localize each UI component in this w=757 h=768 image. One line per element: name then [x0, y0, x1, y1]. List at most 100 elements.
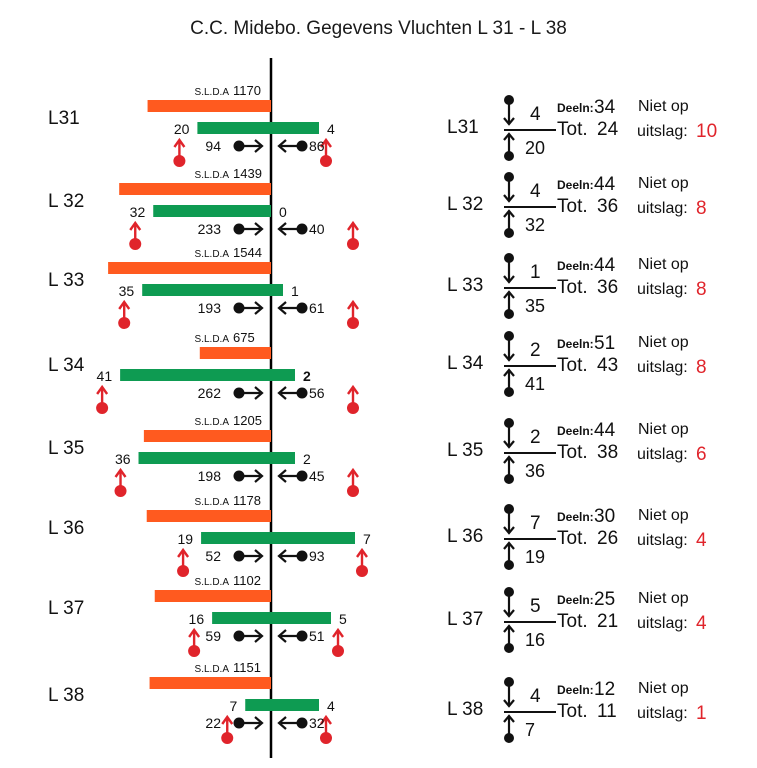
pin-left-ball — [118, 317, 131, 329]
arrow-right-head — [254, 629, 264, 643]
green-left-value: 41 — [97, 368, 113, 384]
slda-label: S.L.D.A — [195, 170, 230, 181]
down-arrow-head — [503, 353, 515, 362]
niet-op-label: Niet op — [638, 680, 689, 697]
page-title: C.C. Midebo. Gegevens Vluchten L 31 - L … — [190, 18, 567, 39]
table-label: L 35 — [447, 440, 483, 461]
green-left-value: 7 — [229, 698, 237, 714]
arrow-right-head — [254, 716, 264, 730]
slda-label: S.L.D.A — [195, 417, 230, 428]
pin-left-ball — [96, 402, 109, 414]
green-right-value: 5 — [339, 611, 347, 627]
arrow-right-value: 40 — [309, 221, 325, 237]
green-left-value: 19 — [178, 531, 194, 547]
arrow-left-head — [277, 716, 287, 730]
up-arrow-head — [503, 541, 515, 550]
arrow-left-head — [277, 549, 287, 563]
arrow-left-head — [277, 469, 287, 483]
up-arrow-head — [503, 209, 515, 218]
arrow-left-value: 22 — [205, 715, 221, 731]
category-label: L 32 — [48, 191, 84, 212]
pin-right-head — [356, 547, 368, 558]
pin-left-head — [129, 220, 142, 231]
pin-left-ball — [114, 485, 127, 497]
arrow-right-head — [254, 549, 264, 563]
pin-right-ball — [320, 732, 332, 744]
table-label: L 36 — [447, 526, 483, 547]
green-bar — [120, 369, 296, 381]
slda-bar — [119, 183, 271, 195]
deeln-value: 44 — [594, 174, 616, 195]
niet-op-label: Niet op — [638, 507, 689, 524]
uitslag-label: uitslag: — [637, 359, 688, 376]
niet-op-value: 8 — [696, 198, 707, 219]
down-arrow-head — [503, 275, 515, 284]
down-arrow-head — [503, 440, 515, 449]
tot-value: 21 — [597, 611, 618, 632]
niet-op-label: Niet op — [638, 421, 689, 438]
tot-value: 24 — [597, 119, 619, 140]
tot-label: Tot. — [557, 277, 588, 298]
tot-value: 26 — [597, 528, 618, 549]
uitslag-label: uitslag: — [637, 446, 688, 463]
niet-op-label: Niet op — [638, 256, 689, 273]
slda-label: S.L.D.A — [195, 497, 230, 508]
arrow-right-head — [254, 301, 264, 315]
niet-op-value: 8 — [696, 279, 707, 300]
arrow-left-head — [277, 139, 287, 153]
tot-value: 36 — [597, 277, 618, 298]
pin-left-ball — [221, 732, 234, 744]
category-label: L 36 — [48, 518, 84, 539]
category-label: L 35 — [48, 438, 84, 459]
pin-right-ball — [347, 317, 359, 329]
green-bar — [197, 122, 319, 134]
down-arrow-head — [503, 194, 515, 203]
arrow-right-head — [254, 469, 264, 483]
slda-bar — [199, 347, 271, 359]
slda-label: S.L.D.A — [195, 334, 230, 345]
table-up-value: 2 — [530, 427, 541, 448]
niet-op-label: Niet op — [638, 590, 689, 607]
arrow-left-head — [277, 629, 287, 643]
arrow-right-value: 56 — [309, 385, 325, 401]
deeln-value: 12 — [594, 679, 615, 700]
slda-value: 1205 — [233, 413, 262, 428]
slda-value: 1439 — [233, 166, 262, 181]
uitslag-label: uitslag: — [637, 705, 688, 722]
pin-right-head — [320, 137, 332, 148]
deeln-label: Deeln: — [557, 337, 594, 351]
slda-value: 1178 — [233, 493, 261, 508]
green-right-value: 2 — [303, 368, 311, 384]
table-down-value: 36 — [525, 461, 545, 481]
deeln-label: Deeln: — [557, 101, 594, 115]
niet-op-value: 6 — [696, 444, 707, 465]
table-label: L 33 — [447, 275, 483, 296]
arrow-right-head — [254, 139, 264, 153]
table-up-value: 4 — [530, 181, 541, 202]
slda-label: S.L.D.A — [195, 577, 230, 588]
tot-label: Tot. — [557, 611, 588, 632]
uitslag-label: uitslag: — [637, 532, 688, 549]
arrow-left-value: 52 — [205, 548, 221, 564]
table-label: L 38 — [447, 699, 483, 720]
deeln-value: 44 — [594, 420, 616, 441]
arrow-left-value: 233 — [198, 221, 222, 237]
table-label: L 34 — [447, 353, 484, 374]
pin-right-head — [347, 384, 359, 395]
table-down-value: 7 — [525, 720, 535, 740]
table-down-value: 41 — [525, 374, 545, 394]
arrow-right-value: 61 — [309, 300, 325, 316]
table-up-value: 5 — [530, 596, 541, 617]
deeln-value: 25 — [594, 589, 615, 610]
green-left-value: 32 — [130, 204, 146, 220]
up-arrow-head — [503, 714, 515, 723]
pin-left-head — [118, 299, 131, 310]
tot-value: 36 — [597, 196, 618, 217]
deeln-label: Deeln: — [557, 683, 594, 697]
slda-value: 1170 — [233, 83, 261, 98]
pin-right-ball — [347, 485, 359, 497]
slda-bar — [108, 262, 271, 274]
slda-label: S.L.D.A — [195, 87, 230, 98]
arrow-right-head — [254, 222, 264, 236]
slda-label: S.L.D.A — [195, 249, 230, 260]
